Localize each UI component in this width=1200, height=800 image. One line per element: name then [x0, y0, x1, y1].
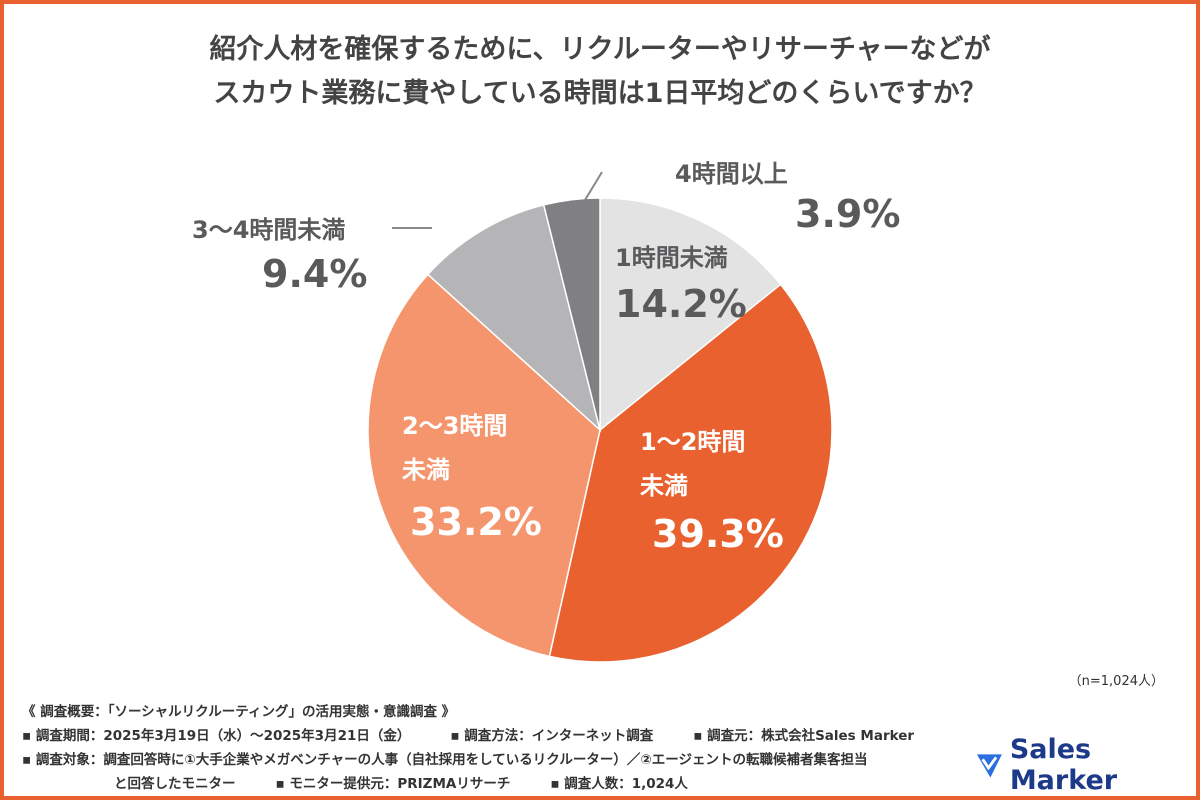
logo-mark-icon — [976, 754, 1002, 778]
leader-line-4h — [584, 171, 603, 201]
label-3-4h: 3〜4時間未満 — [192, 216, 346, 244]
pie-slice-0 — [599, 197, 782, 432]
label-2-3h-line1: 2〜3時間 — [402, 412, 508, 440]
value-3-4h: 9.4% — [262, 252, 368, 296]
label-1h: 1時間未満 — [615, 244, 728, 272]
footer-period: ▪ 調査期間：2025年3月19日（水）〜2025年3月21日（金） — [22, 728, 411, 744]
pie-slice-1 — [548, 283, 833, 663]
footer-count: ▪ 調査人数：1,024人 — [550, 776, 688, 792]
label-1-2h: 1〜2時間 未満 — [640, 420, 745, 508]
value-1h: 14.2% — [615, 282, 747, 326]
label-1-2h-line1: 1〜2時間 — [640, 428, 746, 456]
title-line-2: スカウト業務に費やしている時間は1日平均どのくらいですか？ — [213, 78, 987, 109]
value-1-2h: 39.3% — [652, 512, 784, 556]
value-2-3h: 33.2% — [410, 500, 542, 544]
label-2-3h: 2〜3時間 未満 — [402, 404, 507, 492]
footer-target-2: と回答したモニター — [114, 776, 236, 792]
footer-heading: 《 調査概要：「ソーシャルリクルーティング」の活用実態・意識調査 》 — [22, 704, 456, 720]
pie-slice-3 — [426, 204, 602, 433]
logo-text: Sales Marker — [1009, 734, 1118, 796]
label-1-2h-line2: 未満 — [640, 472, 688, 500]
chart-title: 紹介人材を確保するために、リクルーターやリサーチャーなどが スカウト業務に費やし… — [0, 28, 1200, 116]
footer-provider: ▪ モニター提供元：PRIZMAリサーチ — [275, 776, 511, 792]
sales-marker-logo: Sales Marker — [975, 734, 1200, 796]
label-4h: 4時間以上 — [675, 160, 788, 188]
pie-slice-2 — [367, 273, 601, 658]
label-2-3h-line2: 未満 — [402, 456, 450, 484]
footer-source: ▪ 調査元：株式会社Sales Marker — [693, 728, 915, 744]
value-4h: 3.9% — [795, 192, 901, 236]
footer-method: ▪ 調査方法：インターネット調査 — [450, 728, 654, 744]
footer-target: ▪ 調査対象：調査回答時に①大手企業やメガベンチャーの人事（自社採用をしているリ… — [22, 752, 868, 768]
survey-footer: 《 調査概要：「ソーシャルリクルーティング」の活用実態・意識調査 》 ▪ 調査期… — [22, 700, 914, 796]
pie-slice-4 — [542, 197, 601, 431]
sample-size: （n=1,024人） — [1068, 674, 1164, 689]
title-line-1: 紹介人材を確保するために、リクルーターやリサーチャーなどが — [209, 34, 991, 65]
